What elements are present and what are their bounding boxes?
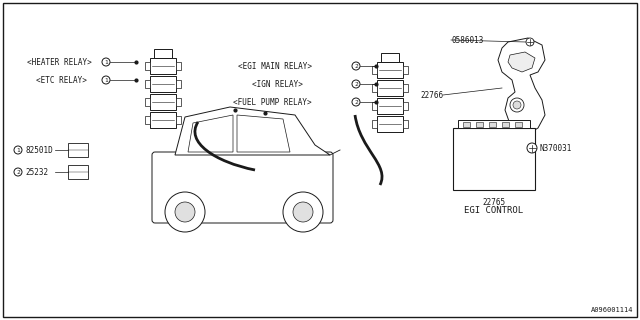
Bar [502,122,509,126]
Bar [403,84,408,92]
Circle shape [102,76,110,84]
Bar [372,120,377,128]
Text: 82501D: 82501D [25,146,52,155]
Polygon shape [237,115,290,152]
Polygon shape [508,52,535,72]
Bar [458,120,530,128]
Polygon shape [188,115,233,152]
Circle shape [352,80,360,88]
Text: A096001114: A096001114 [591,307,633,313]
Circle shape [102,58,110,66]
Bar [145,80,150,88]
Text: 2: 2 [354,63,358,68]
Bar [377,116,403,132]
Bar [154,49,172,58]
Bar [377,98,403,114]
Text: 0586013: 0586013 [451,36,483,44]
Text: 25232: 25232 [25,167,48,177]
Bar [145,116,150,124]
Circle shape [352,98,360,106]
Bar [150,112,176,128]
Text: <HEATER RELAY>: <HEATER RELAY> [27,58,92,67]
Circle shape [510,98,524,112]
Bar [372,84,377,92]
Text: EGI CONTROL: EGI CONTROL [465,206,524,215]
Bar [403,102,408,110]
Bar [176,62,181,70]
Bar [68,143,88,157]
Text: 2: 2 [354,82,358,86]
Text: 2: 2 [16,170,20,174]
Bar [377,80,403,96]
Bar [176,98,181,106]
Text: 1: 1 [104,77,108,83]
FancyBboxPatch shape [152,152,333,223]
Text: 1: 1 [104,60,108,65]
Bar [150,94,176,110]
Text: N370031: N370031 [540,143,572,153]
Text: 1: 1 [16,148,20,153]
Polygon shape [498,38,545,134]
Circle shape [293,202,313,222]
Circle shape [526,38,534,46]
Circle shape [352,62,360,70]
Bar [377,62,403,78]
Bar [150,58,176,74]
Text: <FUEL PUMP RELAY>: <FUEL PUMP RELAY> [233,98,312,107]
Bar [381,53,399,62]
Circle shape [527,143,537,153]
Bar [372,66,377,74]
Text: 22766: 22766 [420,91,443,100]
Circle shape [513,101,521,109]
Bar [453,128,535,190]
Bar [372,102,377,110]
Bar [176,80,181,88]
Bar [403,66,408,74]
Bar [145,62,150,70]
Circle shape [283,192,323,232]
Text: <EGI MAIN RELAY>: <EGI MAIN RELAY> [238,61,312,70]
Bar [145,98,150,106]
Circle shape [165,192,205,232]
Text: 2: 2 [354,100,358,105]
Circle shape [14,168,22,176]
Bar [463,122,470,126]
Text: <IGN RELAY>: <IGN RELAY> [252,79,303,89]
Bar [150,76,176,92]
Bar [476,122,483,126]
Bar [489,122,496,126]
Circle shape [14,146,22,154]
Bar [515,122,522,126]
Bar [176,116,181,124]
Circle shape [175,202,195,222]
Text: <ETC RELAY>: <ETC RELAY> [36,76,87,84]
Text: 22765: 22765 [483,198,506,207]
Bar [403,120,408,128]
Polygon shape [175,107,330,155]
Bar [68,165,88,179]
